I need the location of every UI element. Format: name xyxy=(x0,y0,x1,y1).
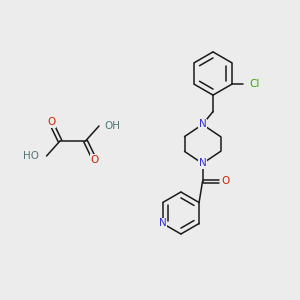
Text: HO: HO xyxy=(23,151,39,161)
Text: OH: OH xyxy=(104,121,120,131)
Text: O: O xyxy=(90,154,99,165)
Text: O: O xyxy=(47,117,55,128)
Text: N: N xyxy=(199,158,206,169)
Text: N: N xyxy=(159,218,167,229)
Text: N: N xyxy=(199,119,206,130)
Text: Cl: Cl xyxy=(250,79,260,89)
Text: O: O xyxy=(221,176,229,187)
